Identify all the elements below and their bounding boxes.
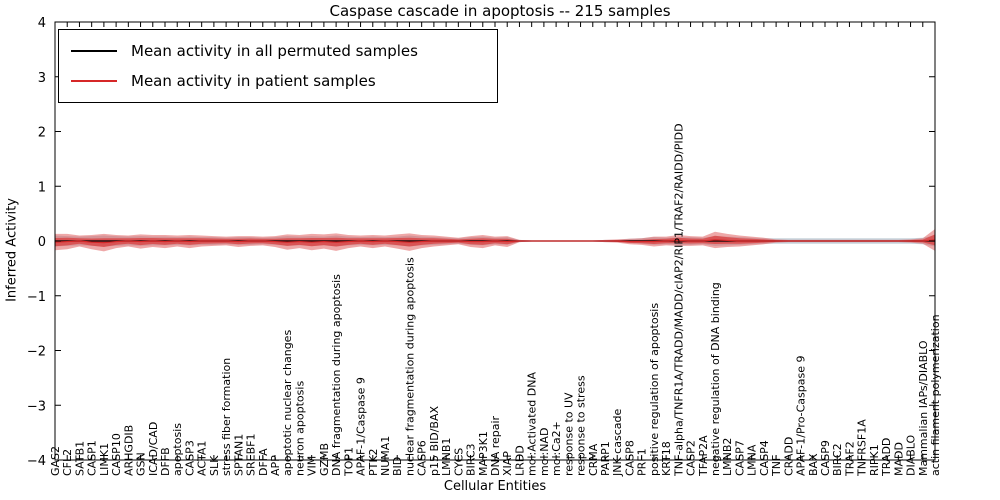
x-tick-label: CASP4 bbox=[758, 440, 771, 476]
x-tick-label: APAF-1/Pro-Caspase 9 bbox=[795, 356, 808, 476]
y-tick-label: −3 bbox=[27, 399, 46, 414]
x-tick-label: p15 BID/BAX bbox=[428, 405, 441, 476]
x-tick-label: response to stress bbox=[575, 375, 588, 476]
y-tick-label: 1 bbox=[38, 180, 46, 195]
x-tick-label: TFAP2A bbox=[697, 435, 710, 477]
x-tick-label: apoptotic nuclear changes bbox=[281, 330, 294, 476]
x-tick-label: NUMA1 bbox=[379, 436, 392, 476]
x-axis-label: Cellular Entities bbox=[443, 479, 547, 494]
x-tick-label: TRAF2 bbox=[843, 441, 856, 477]
x-tick-label: mol:Ca2+ bbox=[550, 421, 563, 476]
x-tick-label: SPTAN1 bbox=[232, 434, 245, 476]
x-tick-label: DNA fragmentation during apoptosis bbox=[330, 274, 343, 476]
x-tick-label: KRT18 bbox=[660, 441, 673, 476]
x-tick-label: LIMK1 bbox=[98, 443, 111, 476]
patient-mean-line bbox=[54, 239, 936, 244]
x-tick-label: SREBF1 bbox=[245, 434, 258, 476]
y-tick-label: 4 bbox=[38, 16, 46, 31]
x-tick-label: nuclear fragmentation during apoptosis bbox=[403, 257, 416, 476]
y-axis-label: Inferred Activity bbox=[4, 198, 20, 302]
x-tick-label: LRDD bbox=[513, 445, 526, 476]
x-tick-label: TNFRSF1A bbox=[856, 419, 869, 477]
y-tick-label: −2 bbox=[27, 345, 46, 360]
chart-title: Caspase cascade in apoptosis -- 215 samp… bbox=[329, 2, 671, 20]
x-tick-label: RIPK1 bbox=[868, 444, 881, 476]
y-tick-label: 3 bbox=[38, 71, 46, 86]
x-tick-label: MAP3K1 bbox=[477, 431, 490, 476]
permuted-line-swatch bbox=[71, 50, 117, 52]
x-tick-label: actin filament polymerization bbox=[929, 314, 942, 476]
x-tick-label: GAS2 bbox=[49, 446, 62, 476]
x-tick-label: PRF1 bbox=[636, 448, 649, 476]
x-tick-label: GSN bbox=[135, 452, 148, 476]
legend-label-patient: Mean activity in patient samples bbox=[131, 72, 376, 90]
x-tick-label: GZMB bbox=[318, 443, 331, 476]
y-tick-label: −1 bbox=[27, 290, 46, 305]
x-tick-label: SATB1 bbox=[73, 441, 86, 476]
x-tick-label: DFFB bbox=[159, 447, 172, 476]
x-tick-label: BAX bbox=[807, 453, 820, 476]
x-tick-label: TNF-alpha/TNFR1A/TRADD/MADD/cIAP2/RIP1/T… bbox=[672, 123, 685, 477]
x-tick-label: mol:NAD bbox=[538, 428, 551, 476]
x-tick-label: LMNA bbox=[746, 444, 759, 476]
x-tick-label: TOP1 bbox=[342, 447, 355, 477]
x-tick-label: negative regulation of DNA binding bbox=[709, 282, 722, 476]
x-tick-label: LMNB2 bbox=[721, 438, 734, 476]
x-tick-label: DNA repair bbox=[489, 415, 502, 476]
legend: Mean activity in all permuted samples Me… bbox=[58, 29, 498, 103]
x-tick-label: CASP7 bbox=[733, 440, 746, 476]
x-tick-label: ARHGDIB bbox=[122, 425, 135, 476]
x-tick-label: response to UV bbox=[562, 392, 575, 476]
x-tick-label: APP bbox=[269, 455, 282, 476]
x-tick-label: apoptosis bbox=[171, 423, 184, 476]
x-tick-label: JNK cascade bbox=[611, 409, 624, 477]
legend-item-patient: Mean activity in patient samples bbox=[71, 66, 485, 96]
x-tick-label: CRMA bbox=[587, 443, 600, 476]
x-tick-label: CYCS bbox=[452, 448, 465, 476]
x-tick-label: BID bbox=[391, 457, 404, 476]
x-tick-label: CASP8 bbox=[623, 440, 636, 476]
x-tick-label: SLK bbox=[208, 455, 221, 476]
x-tick-label: positive regulation of apoptosis bbox=[648, 303, 661, 476]
x-tick-label: APAF-1/Caspase 9 bbox=[355, 377, 368, 476]
x-tick-label: ICAD/CAD bbox=[147, 422, 160, 476]
x-tick-label: mol:Activated DNA bbox=[526, 372, 539, 476]
x-tick-label: TRADD bbox=[880, 438, 893, 477]
x-tick-label: VIM bbox=[306, 456, 319, 476]
x-tick-label: CASP3 bbox=[183, 440, 196, 476]
y-tick-label: 2 bbox=[38, 126, 46, 141]
x-tick-label: Mammalian IAPs/DIABLO bbox=[917, 340, 930, 476]
y-tick-label: 0 bbox=[38, 235, 46, 250]
x-tick-label: LMNB1 bbox=[440, 438, 453, 476]
x-tick-label: CFL2 bbox=[61, 449, 74, 476]
x-tick-label: XIAP bbox=[501, 451, 514, 476]
x-tick-label: CASP2 bbox=[685, 440, 698, 476]
x-tick-label: CASP10 bbox=[110, 433, 123, 476]
legend-item-permuted: Mean activity in all permuted samples bbox=[71, 36, 485, 66]
x-tick-label: TNF bbox=[770, 455, 783, 477]
x-tick-label: BIRC2 bbox=[831, 443, 844, 476]
x-tick-label: MADD bbox=[892, 442, 905, 476]
x-tick-label: CASP6 bbox=[416, 440, 429, 476]
x-tick-label: DIABLO bbox=[905, 434, 918, 476]
x-tick-label: CRADD bbox=[782, 437, 795, 476]
x-tick-label: PTK2 bbox=[367, 448, 380, 476]
x-tick-label: BIRC3 bbox=[465, 443, 478, 476]
legend-label-permuted: Mean activity in all permuted samples bbox=[131, 42, 418, 60]
x-tick-label: ACTA1 bbox=[196, 441, 209, 476]
x-tick-label: stress fiber formation bbox=[220, 358, 233, 476]
x-tick-label: CASP1 bbox=[86, 440, 99, 476]
x-tick-label: DFFA bbox=[257, 448, 270, 476]
x-tick-label: PARP1 bbox=[599, 441, 612, 476]
patient-line-swatch bbox=[71, 80, 117, 82]
y-tick-label: −4 bbox=[27, 454, 46, 469]
x-tick-label: CASP9 bbox=[819, 440, 832, 476]
x-tick-label: neuron apoptosis bbox=[293, 381, 306, 476]
